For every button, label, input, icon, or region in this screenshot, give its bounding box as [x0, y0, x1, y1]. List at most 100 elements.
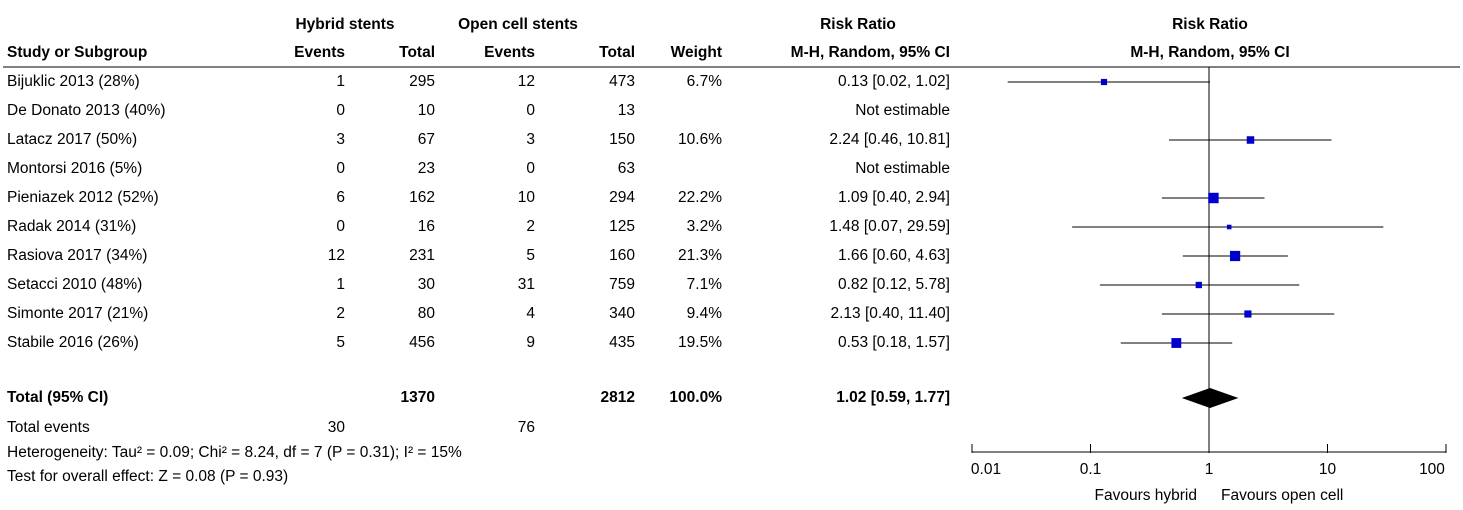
total-diamond	[1181, 388, 1239, 408]
cell: 294	[609, 189, 635, 206]
cell: 0	[526, 102, 535, 119]
value-label: 1.09 [0.40, 2.94]	[838, 189, 950, 206]
effect-marker	[1229, 250, 1241, 262]
value-label: 0.82 [0.12, 5.78]	[838, 276, 950, 293]
effect-marker	[1226, 224, 1232, 230]
study-name: Radak 2014 (31%)	[7, 218, 136, 235]
x-tick-label: 10	[1319, 461, 1337, 478]
weight-label: 21.3%	[678, 247, 722, 264]
study-name: Montorsi 2016 (5%)	[7, 160, 142, 177]
cell: 456	[409, 334, 435, 351]
effect-marker	[1244, 310, 1252, 318]
cell: 5	[336, 334, 345, 351]
weight-label: 9.4%	[687, 305, 723, 322]
cell: 12	[518, 73, 535, 90]
cell: 9	[526, 334, 535, 351]
weight-label: 22.2%	[678, 189, 722, 206]
column-header: Total	[399, 44, 435, 61]
value-label: 2.24 [0.46, 10.81]	[829, 131, 950, 148]
weight-label: 3.2%	[687, 218, 723, 235]
column-header: Events	[294, 44, 345, 61]
column-header: Total	[599, 44, 635, 61]
total-cell: 1370	[401, 389, 435, 406]
value-label: 1.66 [0.60, 4.63]	[838, 247, 950, 264]
group-header: Hybrid stents	[295, 16, 394, 33]
group-header: Open cell stents	[458, 16, 578, 33]
effect-marker	[1208, 192, 1219, 204]
effect-marker	[1171, 338, 1182, 348]
weight-label: 10.6%	[678, 131, 722, 148]
total-events: 76	[518, 419, 535, 436]
value-label: 2.13 [0.40, 11.40]	[830, 305, 950, 322]
study-name: Bijuklic 2013 (28%)	[7, 73, 140, 90]
cell: 13	[618, 102, 635, 119]
study-name: Stabile 2016 (26%)	[7, 334, 139, 351]
total-weight: 100.0%	[669, 389, 722, 406]
cell: 4	[526, 305, 535, 322]
cell: 10	[518, 189, 536, 206]
total-events-label: Total events	[7, 419, 90, 436]
cell: 12	[328, 247, 345, 264]
cell: 231	[409, 247, 435, 264]
cell: 0	[336, 160, 345, 177]
heterogeneity: Heterogeneity: Tau² = 0.09; Chi² = 8.24,…	[7, 444, 462, 461]
study-name: Rasiova 2017 (34%)	[7, 247, 147, 264]
weight-label: 6.7%	[687, 73, 723, 90]
cell: 1	[336, 73, 345, 90]
x-tick-label: 1	[1205, 461, 1214, 478]
cell: 6	[336, 189, 345, 206]
cell: 31	[518, 276, 535, 293]
column-header: M-H, Random, 95% CI	[791, 44, 950, 61]
cell: 2	[336, 305, 345, 322]
cell: 1	[336, 276, 345, 293]
total-label: Total (95% CI)	[7, 389, 108, 406]
column-header: Weight	[671, 44, 722, 61]
value-label: 0.53 [0.18, 1.57]	[838, 334, 950, 351]
cell: 295	[409, 73, 435, 90]
overall-effect: Test for overall effect: Z = 0.08 (P = 0…	[7, 468, 288, 485]
cell: 160	[609, 247, 635, 264]
cell: 125	[609, 218, 635, 235]
x-tick-label: 0.01	[971, 461, 1001, 478]
cell: 3	[336, 131, 345, 148]
cell: 759	[609, 276, 635, 293]
column-header: M-H, Random, 95% CI	[1130, 44, 1289, 61]
group-header: Risk Ratio	[1172, 16, 1248, 33]
study-name: De Donato 2013 (40%)	[7, 102, 166, 119]
study-name: Simonte 2017 (21%)	[7, 305, 148, 322]
weight-label: 7.1%	[687, 276, 723, 293]
cell: 340	[609, 305, 635, 322]
cell: 473	[609, 73, 635, 90]
x-tick-label: 100	[1419, 461, 1445, 478]
effect-marker	[1246, 136, 1255, 144]
cell: 67	[418, 131, 435, 148]
effect-marker	[1100, 78, 1108, 86]
cell: 0	[526, 160, 535, 177]
value-label: 1.48 [0.07, 29.59]	[829, 218, 950, 235]
cell: 63	[618, 160, 635, 177]
value-label: Not estimable	[855, 102, 950, 119]
study-name: Pieniazek 2012 (52%)	[7, 189, 159, 206]
column-header: Study or Subgroup	[7, 44, 147, 61]
cell: 3	[526, 131, 535, 148]
weight-label: 19.5%	[678, 334, 722, 351]
cell: 2	[526, 218, 535, 235]
column-header: Events	[484, 44, 535, 61]
effect-marker	[1195, 281, 1202, 289]
study-name: Setacci 2010 (48%)	[7, 276, 142, 293]
x-right-label: Favours open cell	[1221, 487, 1343, 504]
cell: 30	[418, 276, 436, 293]
cell: 0	[336, 102, 345, 119]
cell: 80	[418, 305, 436, 322]
cell: 150	[609, 131, 635, 148]
total-cell: 2812	[601, 389, 635, 406]
x-left-label: Favours hybrid	[1094, 487, 1197, 504]
cell: 0	[336, 218, 345, 235]
total-events: 30	[328, 419, 346, 436]
group-header: Risk Ratio	[820, 16, 896, 33]
value-label: Not estimable	[855, 160, 950, 177]
cell: 435	[609, 334, 635, 351]
cell: 10	[418, 102, 436, 119]
